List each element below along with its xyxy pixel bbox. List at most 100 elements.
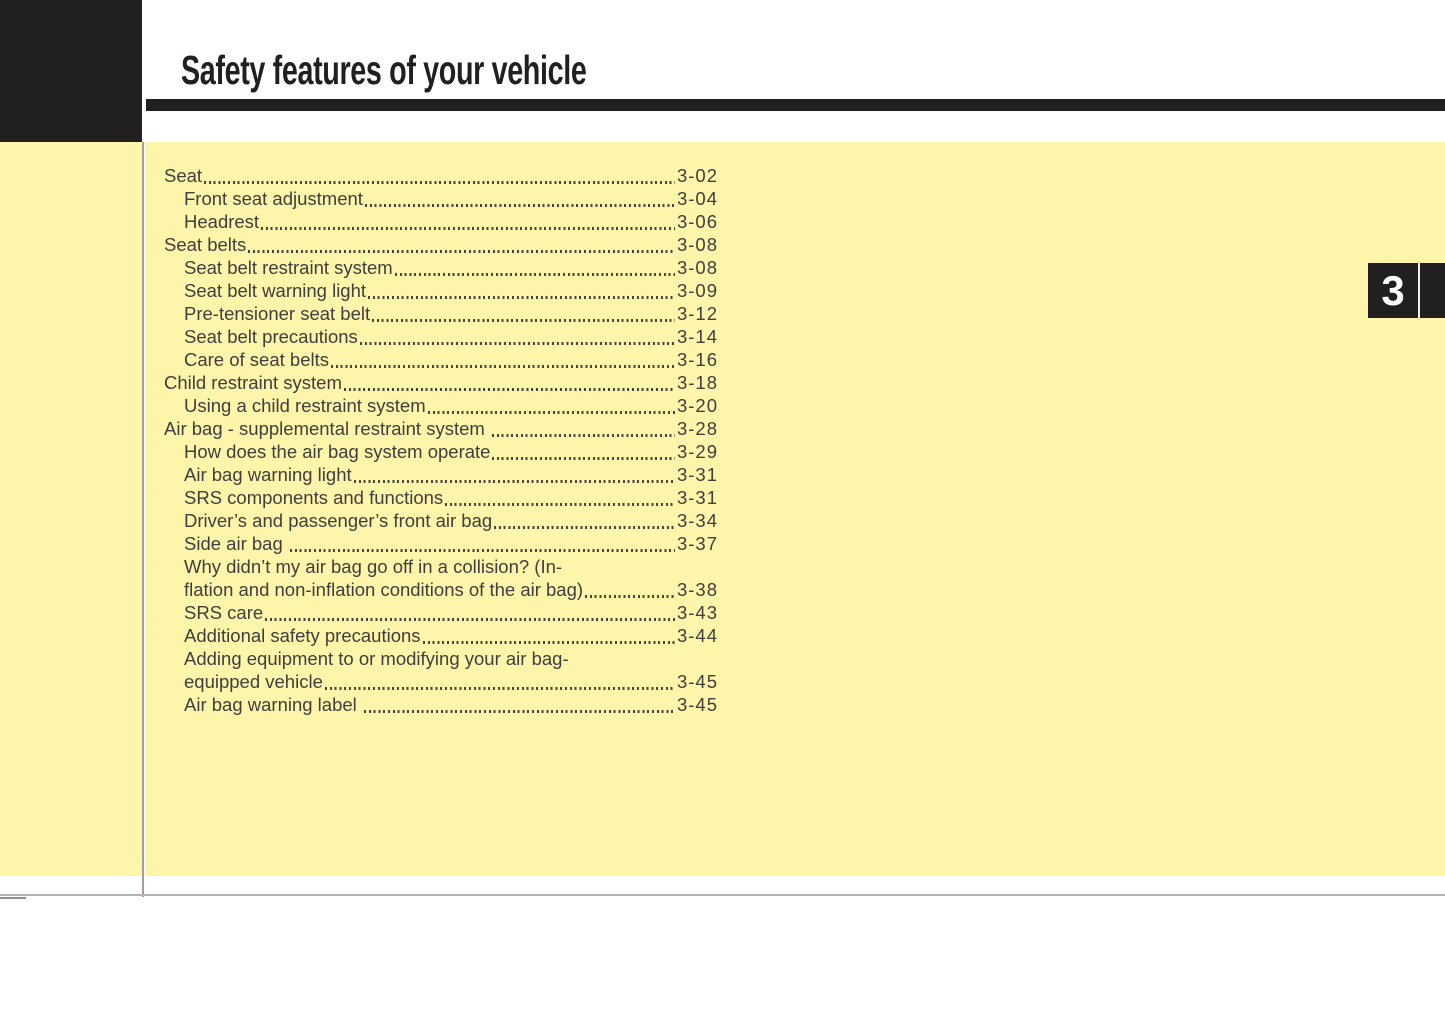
toc-dot-leader — [366, 279, 677, 302]
toc-entry-page: 3-02 — [676, 165, 718, 186]
toc-dot-leader — [490, 417, 677, 440]
toc-entry-page: 3-44 — [676, 625, 718, 646]
toc-entry: How does the air bag system operate 3-29 — [164, 440, 718, 463]
toc-entry-page: 3-45 — [676, 694, 718, 715]
toc-dot-leader — [259, 210, 677, 233]
toc-entry-page: 3-45 — [676, 671, 718, 692]
toc-entry-page: 3-34 — [676, 510, 718, 531]
title-underline-bar — [146, 99, 1445, 111]
toc-entry-label: Front seat adjustment — [184, 188, 363, 209]
toc-dot-leader — [583, 578, 677, 601]
toc-dot-leader — [246, 233, 677, 256]
toc-entry-page: 3-20 — [676, 395, 718, 416]
toc-entry: SRS components and functions 3-31 — [164, 486, 718, 509]
chapter-tab: 3 — [1368, 263, 1445, 318]
toc-entry-label: Headrest — [184, 211, 260, 232]
toc-entry-page: 3-09 — [676, 280, 718, 301]
toc-entry-page: 3-31 — [676, 487, 718, 508]
toc-entry: Adding equipment to or modifying your ai… — [164, 647, 718, 670]
toc-entry-label: Seat belt warning light — [184, 280, 367, 301]
toc-dot-leader — [421, 624, 677, 647]
toc-entry: Driver’s and passenger’s front air bag 3… — [164, 509, 718, 532]
toc-entry-page: 3-14 — [676, 326, 718, 347]
toc-entry-label: Adding equipment to or modifying your ai… — [184, 648, 569, 669]
bottom-rule — [0, 894, 1445, 896]
toc-dot-leader — [363, 187, 677, 210]
toc-entry-label: Side air bag — [184, 533, 288, 554]
toc-entry-page: 3-43 — [676, 602, 718, 623]
toc-entry-label: Seat belts — [164, 234, 247, 255]
toc-entry: Air bag warning label 3-45 — [164, 693, 718, 716]
toc-entry-label: flation and non-inflation conditions of … — [184, 579, 584, 600]
toc-entry: Seat belt restraint system 3-08 — [164, 256, 718, 279]
toc-dot-leader — [288, 532, 677, 555]
toc-entry-label: Seat — [164, 165, 203, 186]
corner-block — [0, 0, 142, 142]
toc-entry-label: Pre-tensioner seat belt — [184, 303, 371, 324]
toc-entry-label: Additional safety precautions — [184, 625, 421, 646]
toc-entry: Seat belt precautions 3-14 — [164, 325, 718, 348]
toc-entry-page: 3-12 — [676, 303, 718, 324]
toc-dot-leader — [370, 302, 677, 325]
vertical-divider-line — [142, 142, 144, 897]
toc-entry: Seat belt warning light 3-09 — [164, 279, 718, 302]
toc-entry: SRS care 3-43 — [164, 601, 718, 624]
toc-entry: Additional safety precautions 3-44 — [164, 624, 718, 647]
toc-entry-label: equipped vehicle — [184, 671, 323, 692]
toc-entry: Pre-tensioner seat belt 3-12 — [164, 302, 718, 325]
toc-dot-leader — [443, 486, 677, 509]
toc-entry-label: SRS care — [184, 602, 264, 623]
toc-entry: Air bag - supplemental restraint system … — [164, 417, 718, 440]
toc-entry: Side air bag 3-37 — [164, 532, 718, 555]
toc-dot-leader — [323, 670, 677, 693]
toc-entry-label: Seat belt restraint system — [184, 257, 393, 278]
toc-entry-page: 3-38 — [676, 579, 718, 600]
toc-entry: Seat 3-02 — [164, 164, 718, 187]
toc-entry: Seat belts 3-08 — [164, 233, 718, 256]
toc-dot-leader — [329, 348, 677, 371]
toc-dot-leader — [426, 394, 677, 417]
toc-entry-label: Seat belt precautions — [184, 326, 358, 347]
toc-dot-leader — [342, 371, 677, 394]
toc-dot-leader — [358, 325, 677, 348]
toc-dot-leader — [562, 555, 718, 578]
toc-dot-leader — [202, 164, 677, 187]
toc-entry-page: 3-06 — [676, 211, 718, 232]
toc-entry-page: 3-28 — [676, 418, 718, 439]
toc-entry-page: 3-18 — [676, 372, 718, 393]
toc-entry: Air bag warning light 3-31 — [164, 463, 718, 486]
toc-entry-label: How does the air bag system operate — [184, 441, 491, 462]
toc-dot-leader — [492, 509, 677, 532]
toc-entry-label: Air bag warning light — [184, 464, 352, 485]
toc-entry: Child restraint system 3-18 — [164, 371, 718, 394]
toc-entry: flation and non-inflation conditions of … — [164, 578, 718, 601]
toc-dot-leader — [263, 601, 677, 624]
toc-entry-label: Driver’s and passenger’s front air bag — [184, 510, 493, 531]
toc-entry-page: 3-29 — [676, 441, 718, 462]
page-title: Safety features of your vehicle — [181, 47, 587, 93]
toc-entry-page: 3-08 — [676, 257, 718, 278]
toc-dot-leader — [490, 440, 677, 463]
chapter-number: 3 — [1368, 263, 1418, 318]
bottom-rule-dash — [0, 896, 26, 899]
toc-entry-label: Air bag warning label — [184, 694, 362, 715]
toc-dot-leader — [393, 256, 677, 279]
toc-entry: Using a child restraint system 3-20 — [164, 394, 718, 417]
content-panel — [145, 142, 1445, 876]
toc-entry-page: 3-37 — [676, 533, 718, 554]
toc-entry: Care of seat belts 3-16 — [164, 348, 718, 371]
toc-entry-label: Air bag - supplemental restraint system — [164, 418, 490, 439]
toc-dot-leader — [569, 647, 718, 670]
toc-dot-leader — [352, 463, 677, 486]
toc-entry-label: Using a child restraint system — [184, 395, 426, 416]
toc-entry: Why didn’t my air bag go off in a collis… — [164, 555, 718, 578]
table-of-contents: Seat 3-02 Front seat adjustment 3-04 Hea… — [164, 164, 718, 716]
chapter-tab-edge — [1420, 263, 1445, 318]
toc-entry-label: Child restraint system — [164, 372, 342, 393]
toc-entry: Front seat adjustment 3-04 — [164, 187, 718, 210]
toc-entry-label: SRS components and functions — [184, 487, 444, 508]
left-margin-strip — [0, 142, 142, 876]
toc-entry-label: Why didn’t my air bag go off in a collis… — [184, 556, 563, 577]
toc-entry-page: 3-31 — [676, 464, 718, 485]
